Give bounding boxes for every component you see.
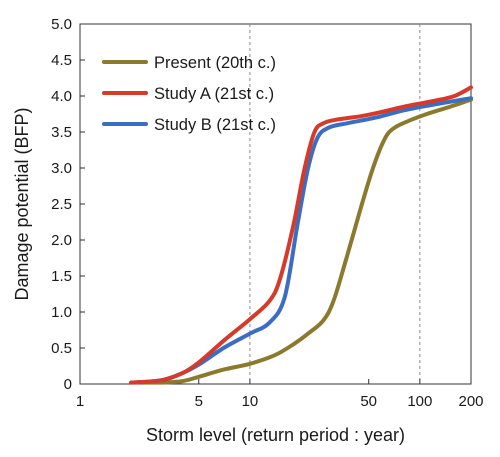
y-tick-label: 5.0 bbox=[51, 16, 72, 33]
series-line-1 bbox=[129, 97, 473, 385]
legend: Present (20th c.) Study A (21st c.) Study … bbox=[102, 54, 276, 134]
y-tick-label: 4.0 bbox=[51, 88, 72, 105]
y-tick-label: 3.0 bbox=[51, 160, 72, 177]
x-axis-title: Storm level (return period : year) bbox=[146, 425, 405, 445]
x-tick-label: 200 bbox=[458, 393, 483, 410]
y-tick-label: 3.5 bbox=[51, 124, 72, 141]
y-tick-label: 1.5 bbox=[51, 268, 72, 285]
y-axis-title: Damage potential (BFP) bbox=[12, 107, 32, 300]
y-tick-label: 0.5 bbox=[51, 340, 72, 357]
y-tick-label: 2.0 bbox=[51, 232, 72, 249]
y-tick-label: 4.5 bbox=[51, 52, 72, 69]
legend-label: Study A (21st c.) bbox=[154, 85, 274, 103]
grid-layer bbox=[249, 24, 421, 384]
legend-label: Present (20th c.) bbox=[154, 54, 276, 72]
plot-frame bbox=[79, 23, 472, 385]
x-tick-label: 10 bbox=[242, 393, 259, 410]
y-tick-label: 0 bbox=[64, 376, 72, 393]
y-tick-label: 1.0 bbox=[51, 304, 72, 321]
x-tick-label: 50 bbox=[360, 393, 377, 410]
series-line-2 bbox=[129, 85, 473, 385]
series-layer bbox=[129, 85, 473, 385]
x-tick-label: 100 bbox=[407, 393, 432, 410]
x-tick-label: 5 bbox=[195, 393, 203, 410]
y-tick-label: 2.5 bbox=[51, 196, 72, 213]
legend-label: Study B (21st c.) bbox=[154, 116, 276, 134]
x-tick-label: 1 bbox=[76, 393, 84, 410]
tick-layer: 0 0.5 1.0 1.5 2.0 2.5 3.0 3.5 4.0 4.5 5.0 1 5 10 50 100… bbox=[51, 16, 483, 410]
